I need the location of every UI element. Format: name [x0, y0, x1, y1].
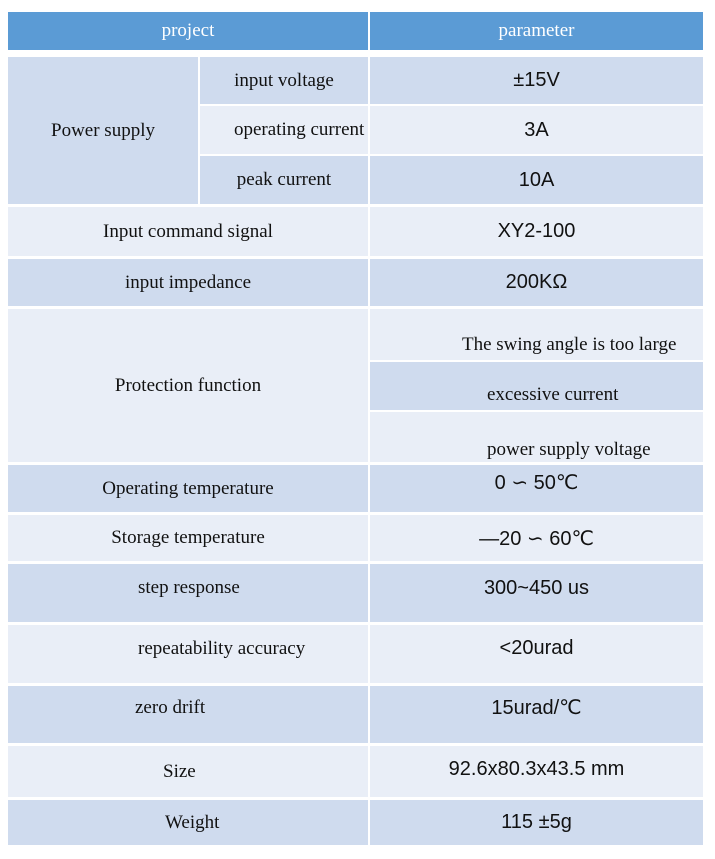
- row-value: 15urad/℃: [370, 686, 703, 743]
- row-label: Storage temperature: [8, 515, 368, 561]
- row-label: repeatability accuracy: [8, 625, 368, 683]
- row-label: peak current: [200, 156, 368, 204]
- row-value: —20 ∽ 60℃: [370, 515, 703, 561]
- row-label: Operating temperature: [8, 465, 368, 512]
- row-value: power supply voltage: [370, 412, 703, 462]
- row-label: Weight: [8, 800, 368, 845]
- row-value: 200KΩ: [370, 259, 703, 306]
- row-label: step response: [8, 564, 368, 622]
- row-value: ±15V: [370, 57, 703, 104]
- row-value: 10A: [370, 156, 703, 204]
- group-label: Power supply: [8, 57, 198, 204]
- row-label: zero drift: [8, 686, 368, 743]
- row-label: Input command signal: [8, 207, 368, 256]
- row-value: 3A: [370, 106, 703, 154]
- header-cell: parameter: [370, 12, 703, 50]
- row-value: 115 ±5g: [370, 800, 703, 845]
- row-label: operating current: [200, 106, 368, 154]
- row-value: 92.6x80.3x43.5 mm: [370, 746, 703, 797]
- row-label: Protection function: [8, 309, 368, 462]
- header-cell: project: [8, 12, 368, 50]
- row-value: XY2-100: [370, 207, 703, 256]
- row-value: <20urad: [370, 625, 703, 683]
- row-value: 0 ∽ 50℃: [370, 465, 703, 512]
- row-label: input voltage: [200, 57, 368, 104]
- row-value: excessive current: [370, 362, 703, 410]
- row-label: Size: [8, 746, 368, 797]
- row-value: The swing angle is too large: [370, 309, 703, 360]
- row-label: input impedance: [8, 259, 368, 306]
- row-value: 300~450 us: [370, 564, 703, 622]
